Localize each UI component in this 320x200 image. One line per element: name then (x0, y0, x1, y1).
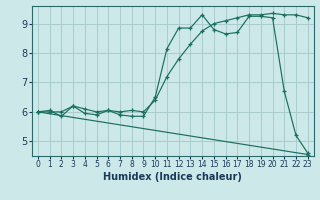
X-axis label: Humidex (Indice chaleur): Humidex (Indice chaleur) (103, 172, 242, 182)
